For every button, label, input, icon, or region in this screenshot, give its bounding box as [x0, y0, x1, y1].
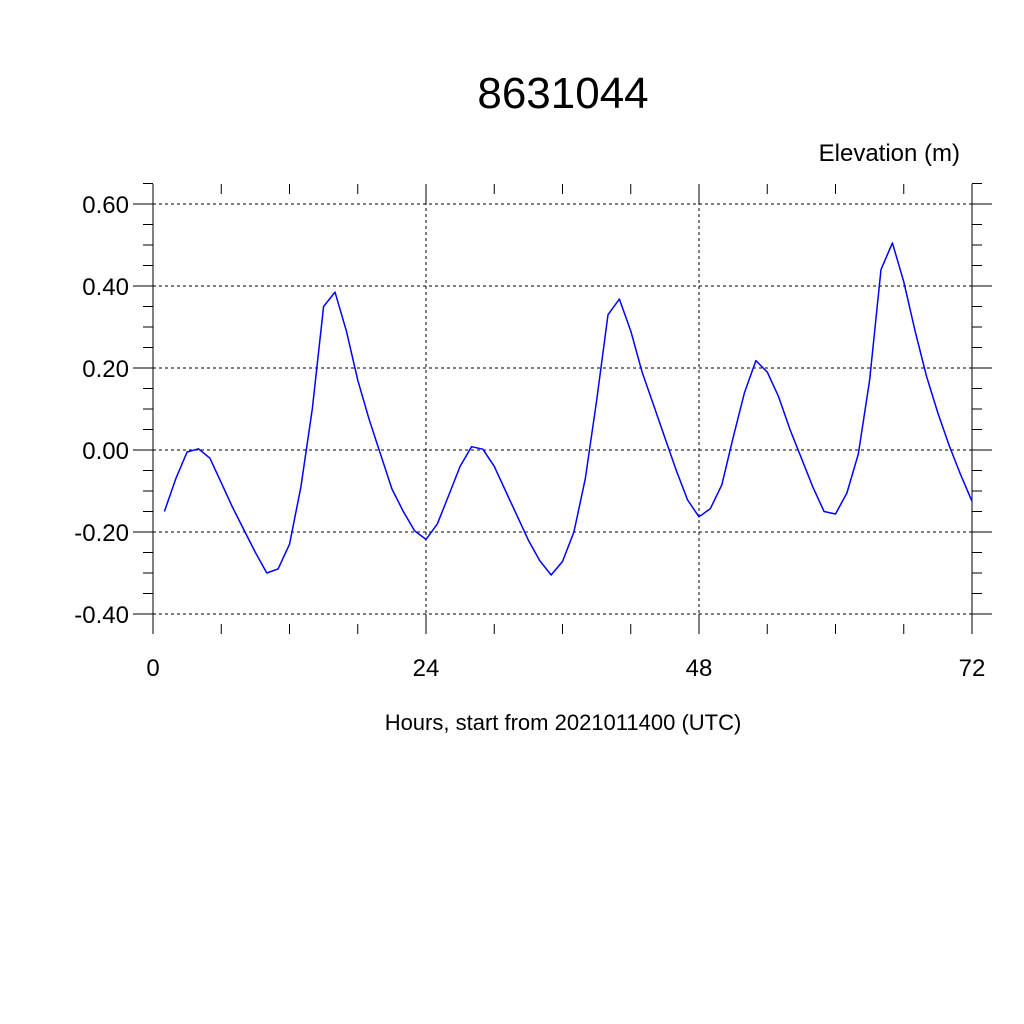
x-tick-label: 0: [146, 655, 159, 682]
x-tick-label: 24: [413, 655, 440, 682]
chart-title: 8631044: [477, 69, 648, 118]
x-tick-label: 48: [686, 655, 713, 682]
x-tick-label: 72: [959, 655, 986, 682]
tick-labels: -0.40 -0.20 0.00 0.20 0.40 0.60 0 24 48 72: [74, 192, 985, 682]
y-axis-label: Elevation (m): [819, 140, 960, 167]
y-tick-label: -0.40: [74, 602, 129, 629]
y-tick-label: 0.40: [82, 274, 129, 301]
y-tick-label: 0.00: [82, 438, 129, 465]
series-line: [163, 242, 973, 576]
x-axis-label: Hours, start from 2021011400 (UTC): [385, 710, 742, 735]
y-tick-label: 0.20: [82, 356, 129, 383]
plot-frame: [153, 184, 972, 634]
grid-lines: [152, 184, 973, 634]
axis-ticks: [133, 183, 992, 634]
y-tick-label: 0.60: [82, 192, 129, 219]
y-tick-label: -0.20: [74, 520, 129, 547]
series-group: [163, 242, 973, 576]
